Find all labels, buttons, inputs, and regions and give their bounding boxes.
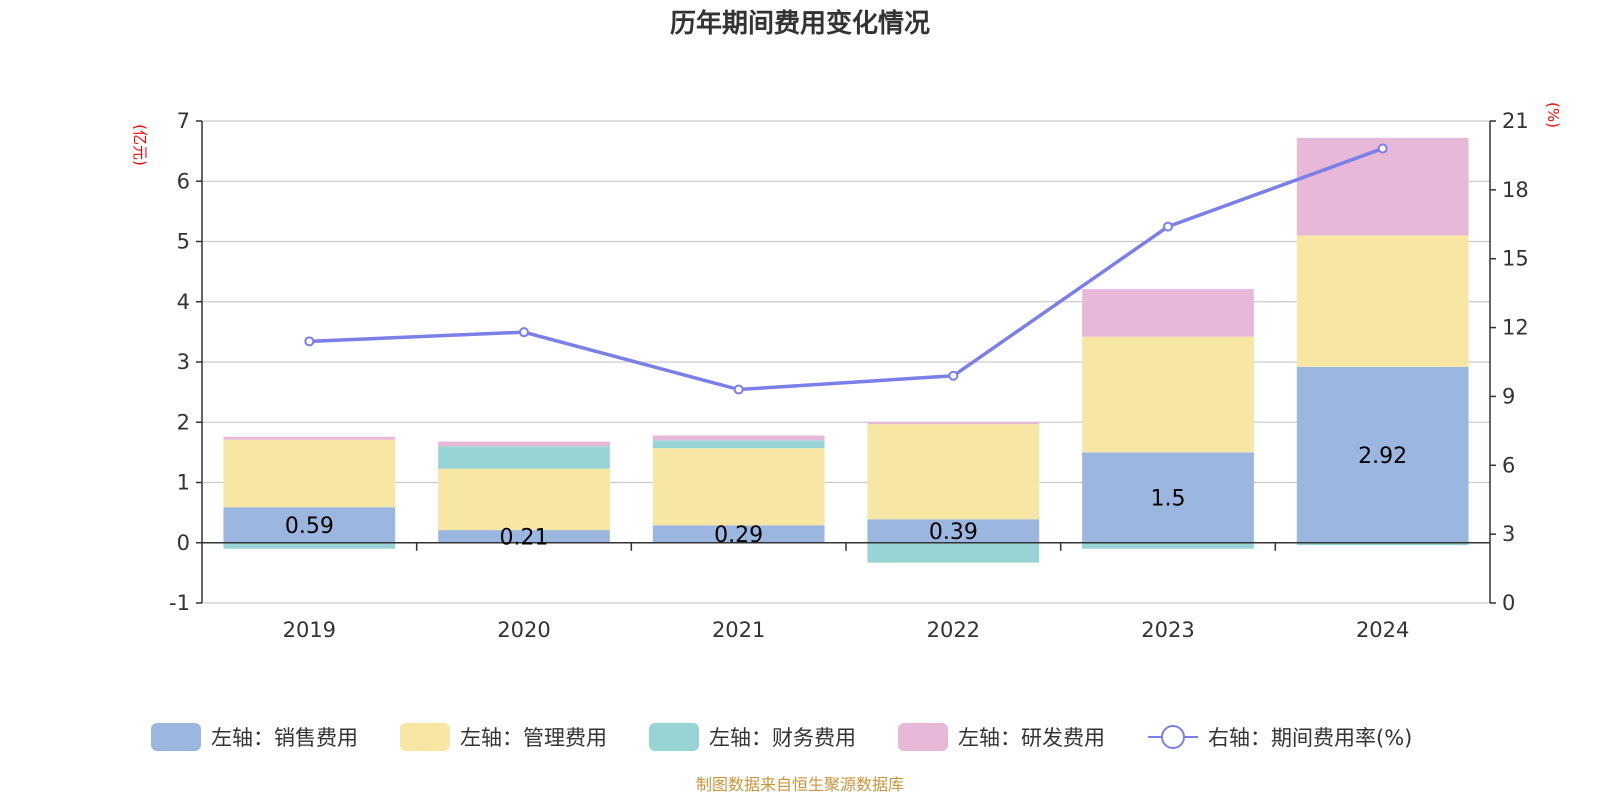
bar-segment [1082, 452, 1254, 543]
right-tick-label: 9 [1502, 384, 1515, 408]
left-tick-label: 1 [177, 471, 190, 495]
bar-segment [867, 422, 1040, 425]
bar-segment [652, 448, 825, 526]
bar-data-label: 0.59 [285, 514, 334, 539]
rate-point [519, 327, 529, 338]
right-tick-label: 21 [1502, 109, 1529, 133]
legend-swatch [400, 723, 450, 751]
bar-segment [652, 440, 825, 449]
rate-point [1163, 221, 1173, 232]
right-tick-label: 3 [1502, 522, 1515, 546]
left-tick-label: 4 [177, 290, 190, 314]
legend[interactable]: 左轴：销售费用 左轴：管理费用 左轴：财务费用 左轴：研发费用 右轴：期间费用率(%) [151, 723, 1412, 751]
legend-label: 右轴：期间费用率(%) [1208, 726, 1412, 750]
source-note: 制图数据来自恒生聚源数据库 [696, 775, 904, 794]
rate-point [304, 336, 315, 347]
legend-swatch [649, 723, 699, 751]
legend-item[interactable]: 左轴：管理费用 [400, 723, 607, 751]
legend-label: 左轴：销售费用 [211, 726, 358, 750]
bar-data-label: 0.39 [929, 520, 978, 545]
data-labels: 0.59 0.21 0.29 0.39 1.5 2.92 [285, 444, 1407, 551]
bar-segment [867, 519, 1040, 543]
legend-label: 左轴：管理费用 [460, 726, 607, 750]
left-axis-unit: (亿元) [131, 124, 149, 166]
left-tick-label: 5 [177, 230, 190, 254]
bar-data-label: 1.5 [1151, 487, 1186, 512]
rate-point [733, 384, 744, 395]
rate-line-path [309, 146, 1384, 392]
bar-segment [867, 542, 1040, 563]
bar-segment [652, 525, 825, 543]
left-tick-label: -1 [169, 591, 190, 615]
x-tick-label: 2024 [1356, 618, 1409, 642]
legend-item[interactable]: 左轴：财务费用 [649, 723, 856, 751]
legend-marker [1161, 725, 1185, 749]
left-tick-label: 6 [177, 169, 190, 193]
bar-segment [1296, 235, 1469, 367]
x-tick-label: 2019 [283, 618, 336, 642]
bar-segment [223, 542, 396, 549]
legend-label: 左轴：财务费用 [709, 726, 856, 750]
bars [223, 137, 1469, 563]
right-tick-label: 6 [1502, 453, 1515, 477]
x-tick-label: 2022 [927, 618, 980, 642]
x-tick-label: 2021 [712, 618, 765, 642]
legend-swatch [151, 723, 201, 751]
bar-data-label: 0.29 [714, 523, 763, 548]
bar-segment [223, 436, 396, 440]
right-axis-unit: (%) [1544, 102, 1562, 128]
bar-segment [652, 435, 825, 441]
left-tick-label: 2 [177, 410, 190, 434]
bar-segment [438, 468, 610, 531]
bar-segment [438, 446, 610, 469]
right-tick-label: 15 [1502, 247, 1529, 271]
left-tick-label: 3 [177, 350, 190, 374]
bar-data-label: 0.21 [500, 525, 549, 550]
bar-segment [1082, 542, 1254, 549]
bar-segment [438, 530, 610, 543]
bar-segment [438, 441, 610, 447]
legend-swatch [898, 723, 948, 751]
left-tick-label: 0 [177, 531, 190, 555]
x-tick-label: 2023 [1141, 618, 1194, 642]
legend-item[interactable]: 左轴：研发费用 [898, 723, 1105, 751]
left-tick-label: 7 [177, 109, 190, 133]
x-tick-label: 2020 [497, 618, 550, 642]
bar-segment [1296, 366, 1469, 543]
bar-segment [223, 439, 396, 508]
chart-title: 历年期间费用变化情况 [670, 8, 930, 39]
right-tick-label: 0 [1502, 591, 1515, 615]
rate-point [1377, 143, 1388, 154]
legend-item[interactable]: 左轴：销售费用 [151, 723, 358, 751]
legend-item[interactable]: 右轴：期间费用率(%) [1148, 725, 1412, 750]
bar-segment [1296, 137, 1469, 236]
bar-segment [1296, 542, 1469, 546]
right-tick-label: 12 [1502, 316, 1529, 340]
bar-segment [1082, 289, 1254, 337]
right-tick-label: 18 [1502, 178, 1529, 202]
bar-segment [867, 424, 1040, 520]
bar-data-label: 2.92 [1358, 444, 1407, 469]
rate-line [304, 143, 1388, 395]
rate-point [948, 370, 959, 381]
legend-label: 左轴：研发费用 [958, 726, 1105, 750]
bar-segment [1082, 336, 1254, 453]
bar-segment [223, 507, 396, 543]
